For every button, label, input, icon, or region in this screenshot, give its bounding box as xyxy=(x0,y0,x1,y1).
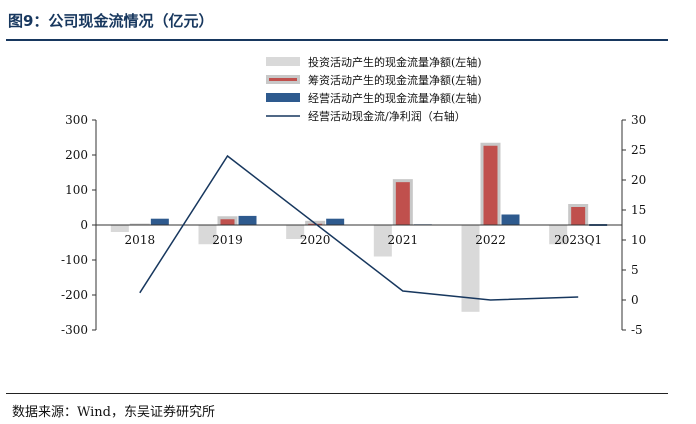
operating-bar-2020 xyxy=(326,218,345,225)
legend-label-2: 经营活动产生的现金流量净额(左轴) xyxy=(308,91,482,105)
right-tick-label: 25 xyxy=(631,143,646,157)
left-tick-label: -200 xyxy=(61,288,88,302)
category-label-2020: 2020 xyxy=(300,233,331,247)
right-tick-label: 10 xyxy=(631,233,646,247)
right-tick-label: 20 xyxy=(631,173,646,187)
category-label-2023Q1: 2023Q1 xyxy=(554,233,602,247)
left-tick-label: 200 xyxy=(65,148,88,162)
operating-bar-2018 xyxy=(150,218,169,225)
legend-label-3: 经营活动现金流/净利润（右轴） xyxy=(308,109,466,123)
left-tick-label: 0 xyxy=(80,218,88,232)
invest-bar-2021 xyxy=(373,225,392,257)
page-title: 图9：公司现金流情况（亿元） xyxy=(8,12,214,30)
finance-bar-2019 xyxy=(220,219,235,225)
operating-bar-2022 xyxy=(501,214,520,225)
left-tick-label: 100 xyxy=(65,183,88,197)
finance-bars xyxy=(129,142,589,225)
ratio-line xyxy=(139,154,579,301)
right-tick-label: 0 xyxy=(631,293,639,307)
finance-bar-2021 xyxy=(395,182,410,225)
legend-swatch-operating xyxy=(266,93,300,102)
invest-bar-2018 xyxy=(110,225,129,232)
category-label-2022: 2022 xyxy=(475,233,506,247)
chart-axes: 300 200 100 0 -100 -200 -300 30 25 20 15 10 5 0 -5 2018… xyxy=(61,113,646,337)
right-tick-label: -5 xyxy=(631,323,643,337)
invest-bars xyxy=(110,225,568,312)
right-tick-label: 30 xyxy=(631,113,646,127)
category-label-2019: 2019 xyxy=(212,233,243,247)
invest-bar-2020 xyxy=(286,225,305,239)
operating-bar-2019 xyxy=(238,215,257,225)
category-label-2021: 2021 xyxy=(388,233,419,247)
legend-label-0: 投资活动产生的现金流量净额(左轴) xyxy=(308,55,482,69)
category-label-2018: 2018 xyxy=(125,233,156,247)
invest-bar-2019 xyxy=(198,225,217,245)
left-tick-label: -300 xyxy=(61,323,88,337)
finance-bar-2023Q1 xyxy=(571,207,586,225)
finance-bar-2022 xyxy=(483,145,498,225)
legend-swatch-invest xyxy=(266,57,300,66)
legend-swatch-finance xyxy=(269,78,297,81)
right-tick-label: 5 xyxy=(631,263,639,277)
source-note: 数据来源：Wind，东吴证券研究所 xyxy=(12,405,215,420)
left-tick-label: 300 xyxy=(65,113,88,127)
invest-bar-2022 xyxy=(461,225,480,312)
source-rule xyxy=(6,393,668,394)
invest-bar-2023Q1 xyxy=(549,225,568,245)
finance-bar-2018-outline xyxy=(129,223,150,225)
right-tick-label: 15 xyxy=(631,203,646,217)
ratio-line-series xyxy=(139,154,579,301)
left-tick-label: -100 xyxy=(61,253,88,267)
title-rule xyxy=(6,39,668,41)
chart-legend: 投资活动产生的现金流量净额(左轴) 筹资活动产生的现金流量净额(左轴) 经营活动产生… xyxy=(266,55,482,123)
legend-label-1: 筹资活动产生的现金流量净额(左轴) xyxy=(308,73,482,87)
